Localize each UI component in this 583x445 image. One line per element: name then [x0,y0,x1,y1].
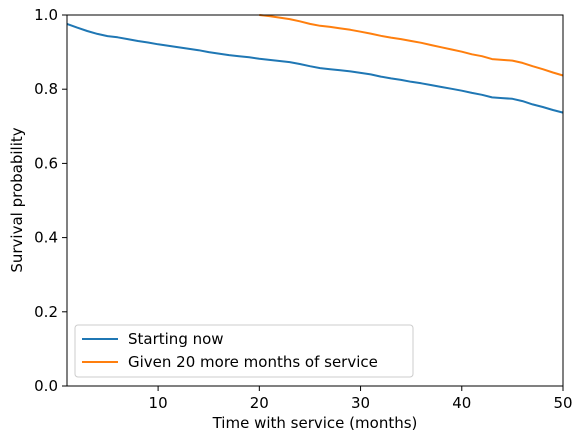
y-axis-title: Survival probability [8,127,26,272]
y-tick-label: 0.0 [34,377,58,395]
x-tick-label: 10 [149,394,168,412]
x-tick-label: 40 [452,394,471,412]
series-line-0 [66,22,564,114]
x-tick-label: 50 [553,394,572,412]
lines-layer [66,14,564,114]
y-tick-label: 0.2 [34,303,58,321]
legend: Starting now Given 20 more months of ser… [74,324,414,378]
plot-frame [66,14,564,387]
y-tick-label: 0.8 [34,80,58,98]
y-tick-label: 0.4 [34,229,58,247]
legend-label-given-20-more-months: Given 20 more months of service [128,353,378,371]
x-tick-label: 30 [351,394,370,412]
x-axis-title: Time with service (months) [212,414,418,432]
legend-label-starting-now: Starting now [128,330,224,348]
y-tick-label: 0.6 [34,154,58,172]
legend-box [74,324,414,378]
ticks-layer: 10 20 30 40 50 0.0 0.2 0.4 0.6 0.8 1.0 [34,6,572,412]
y-tick-label: 1.0 [34,6,58,24]
series-line-1 [259,14,564,77]
x-tick-label: 20 [250,394,269,412]
